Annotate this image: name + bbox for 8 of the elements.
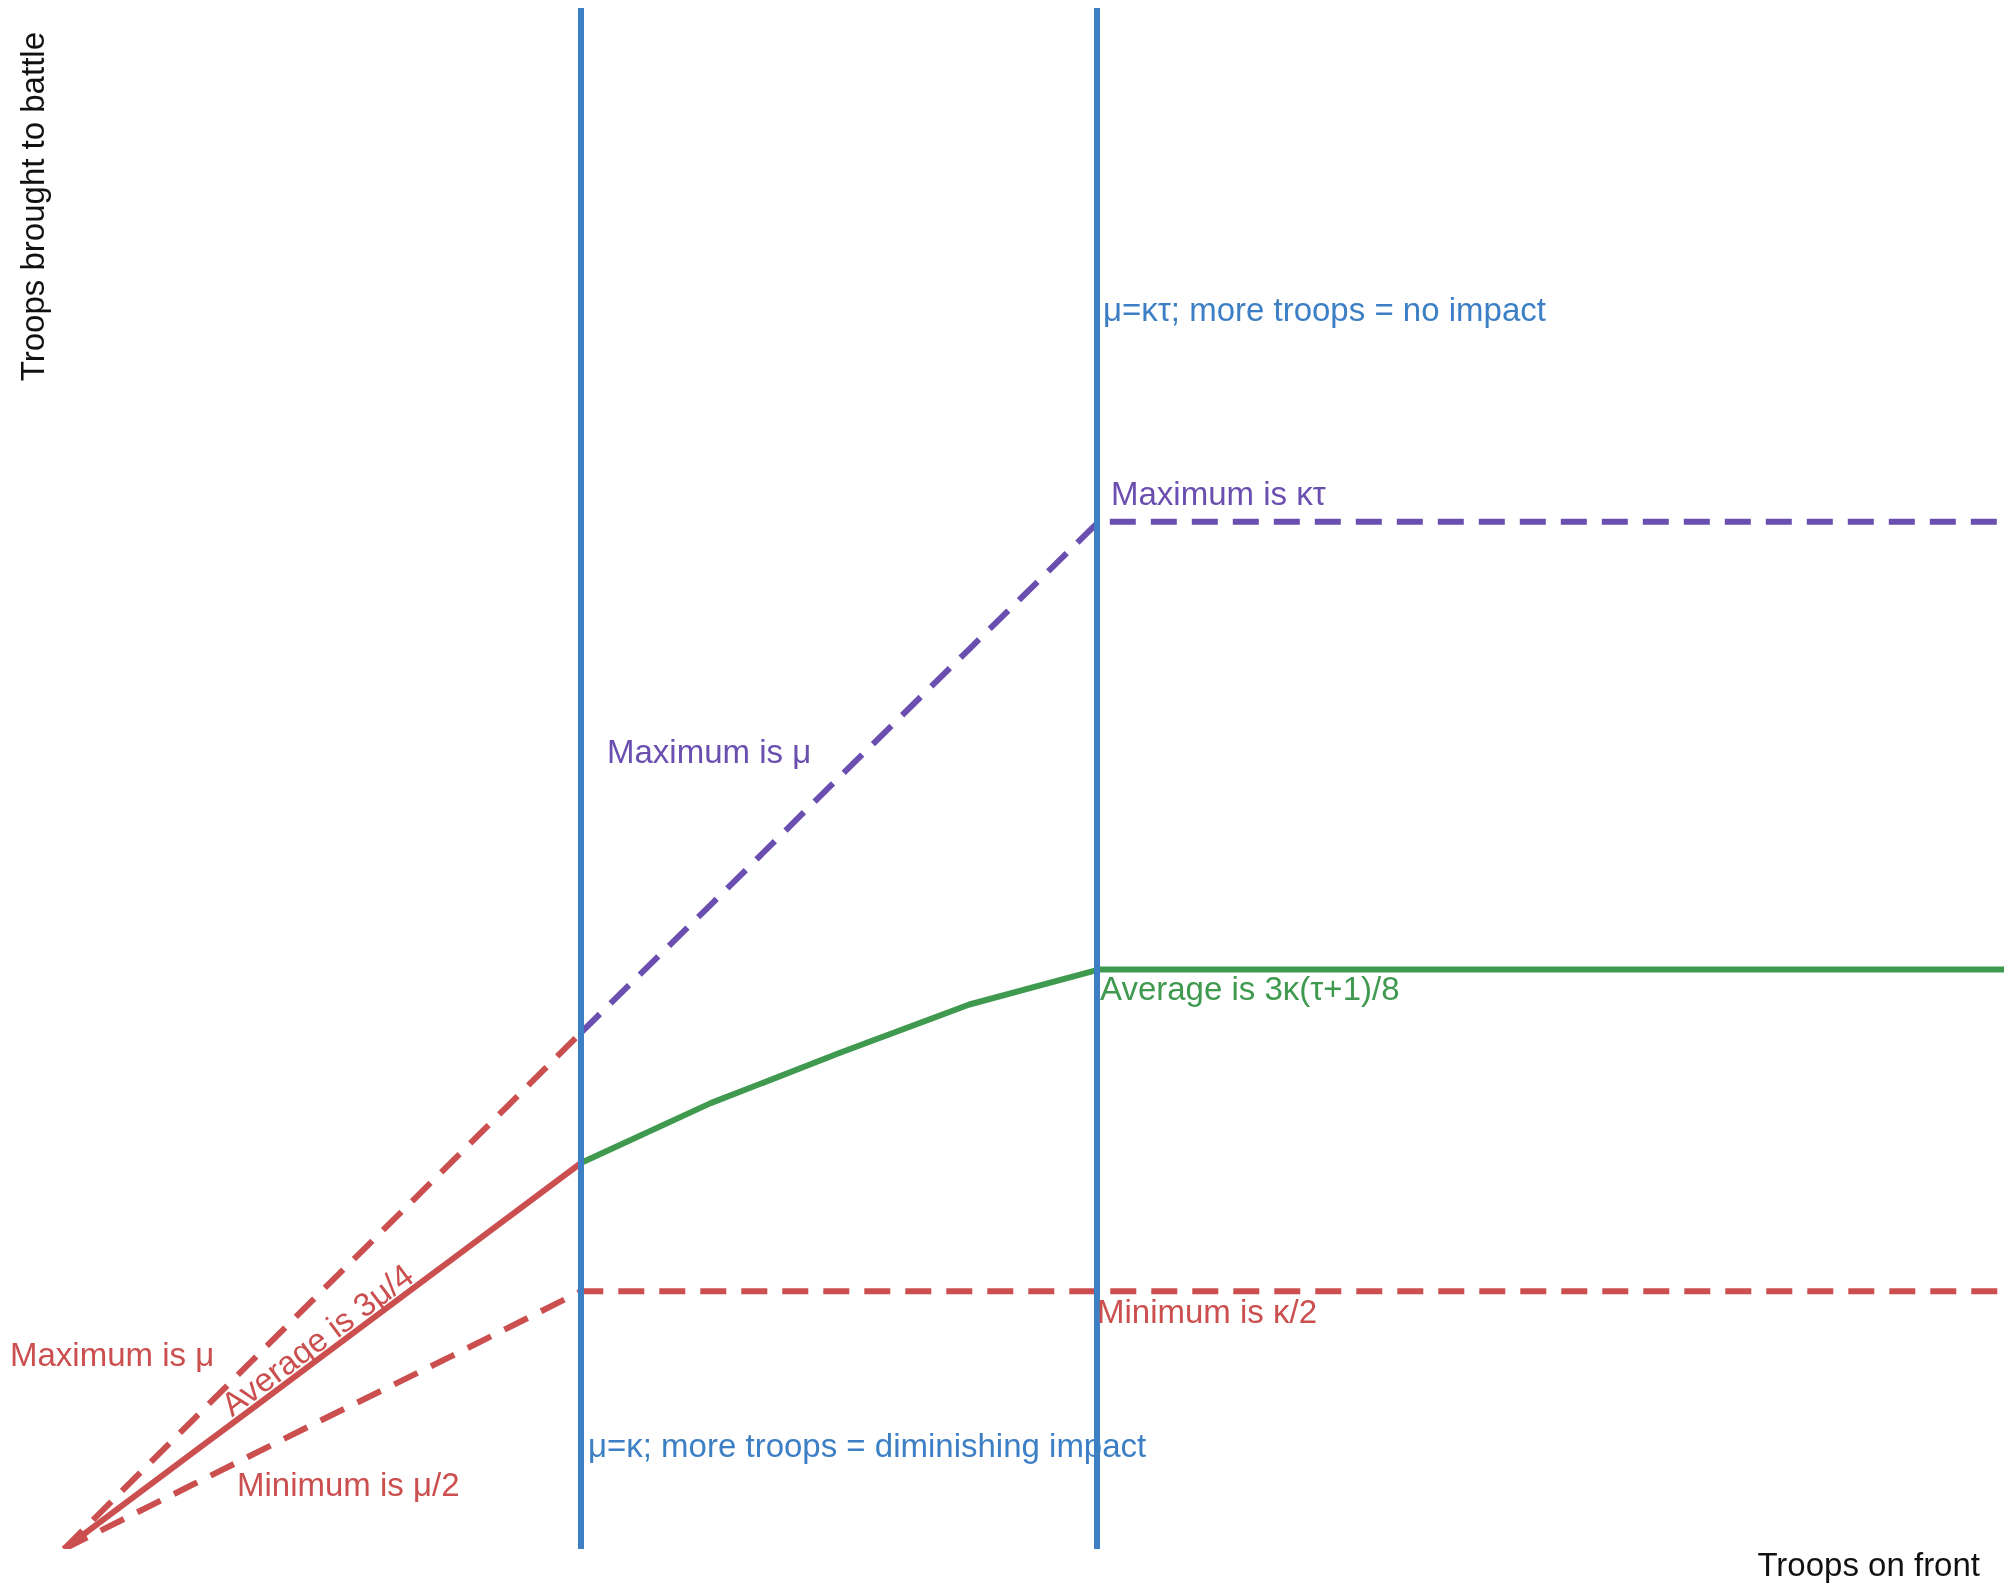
- annotation: Average is 3κ(τ+1)/8: [1100, 969, 1400, 1007]
- x-axis-title: Troops on front: [1757, 1545, 1980, 1583]
- text: Maximum is κτ: [1111, 474, 1326, 512]
- annotation: Maximum is μ: [10, 1335, 215, 1373]
- text: μ=κτ; more troops = no impact: [1103, 290, 1546, 328]
- y-axis-title: Troops brought to battle: [13, 32, 51, 382]
- annotation: Minimum is μ/2: [237, 1465, 460, 1503]
- annotation: Maximum is μ: [607, 732, 812, 770]
